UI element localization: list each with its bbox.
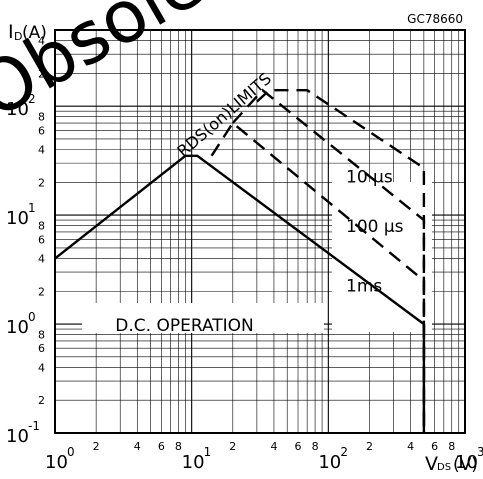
y-tick-label: 10 [6, 208, 29, 229]
y-minor-tick-label: 6 [38, 233, 45, 246]
annotation-label: RDS(on)LIMITS [173, 69, 275, 161]
y-minor-tick-label: 2 [38, 394, 45, 407]
x-tick-label: 10 [45, 452, 68, 473]
annotation-label: 1ms [346, 276, 382, 296]
y-minor-tick-label: 2 [38, 67, 45, 80]
x-tick-label-exponent: 0 [67, 445, 75, 459]
annotation-label: D.C. OPERATION [115, 316, 253, 336]
y-minor-tick-label: 2 [38, 176, 45, 189]
x-minor-tick-label: 6 [431, 440, 438, 453]
svg-text:I: I [8, 21, 14, 43]
y-minor-tick-label: 4 [38, 252, 45, 265]
x-tick-label-exponent: 2 [340, 445, 348, 459]
x-tick-label: 10 [182, 452, 205, 473]
y-axis-title: I D (A) [8, 21, 47, 43]
y-tick-label-exponent: 0 [28, 310, 36, 324]
x-tick-label: 10 [318, 452, 341, 473]
y-minor-tick-label: 8 [38, 111, 45, 124]
x-minor-tick-label: 4 [270, 440, 277, 453]
x-tick-label: 10 [455, 452, 478, 473]
x-minor-tick-label: 2 [93, 440, 100, 453]
x-tick-label-exponent: 1 [204, 445, 212, 459]
y-tick-label-exponent: 2 [28, 92, 36, 106]
x-minor-tick-label: 8 [448, 440, 455, 453]
series-group [54, 88, 426, 433]
y-tick-label: 10 [6, 426, 29, 447]
y-tick-label: 10 [6, 317, 29, 338]
series-line [256, 88, 426, 433]
label-box-10us [332, 182, 432, 332]
figure-code: GC78660 [407, 12, 463, 26]
y-minor-tick-label: 4 [38, 361, 45, 374]
y-minor-tick-label: 8 [38, 329, 45, 342]
annotation-label: 100 µs [346, 217, 404, 237]
annotation-label: 10 µs [346, 167, 393, 187]
plot-frame [54, 29, 466, 434]
svg-text:D: D [14, 30, 22, 43]
x-minor-tick-label: 8 [175, 440, 182, 453]
x-minor-tick-label: 6 [158, 440, 165, 453]
y-tick-label-exponent: 1 [28, 201, 36, 215]
y-minor-tick-label: 6 [38, 124, 45, 137]
y-minor-tick-label: 4 [38, 35, 45, 48]
x-minor-tick-label: 2 [229, 440, 236, 453]
y-minor-tick-label: 8 [38, 220, 45, 233]
y-tick-label: 10 [6, 99, 29, 120]
svg-text:V: V [425, 453, 438, 475]
svg-text:(A): (A) [22, 23, 47, 43]
x-minor-tick-label: 4 [134, 440, 141, 453]
x-minor-tick-label: 4 [407, 440, 414, 453]
y-minor-tick-label: 2 [38, 285, 45, 298]
y-tick-label-exponent: -1 [28, 419, 40, 433]
x-minor-tick-label: 8 [312, 440, 319, 453]
x-minor-tick-label: 6 [295, 440, 302, 453]
x-tick-label-exponent: 3 [477, 445, 483, 459]
x-axis-title: V DS (V) [425, 453, 478, 475]
x-minor-tick-label: 2 [366, 440, 373, 453]
y-minor-tick-label: 6 [38, 342, 45, 355]
svg-text:DS: DS [437, 462, 451, 473]
label-box-dc [82, 303, 324, 333]
y-minor-tick-label: 4 [38, 144, 45, 157]
svg-text:(V): (V) [453, 455, 478, 475]
